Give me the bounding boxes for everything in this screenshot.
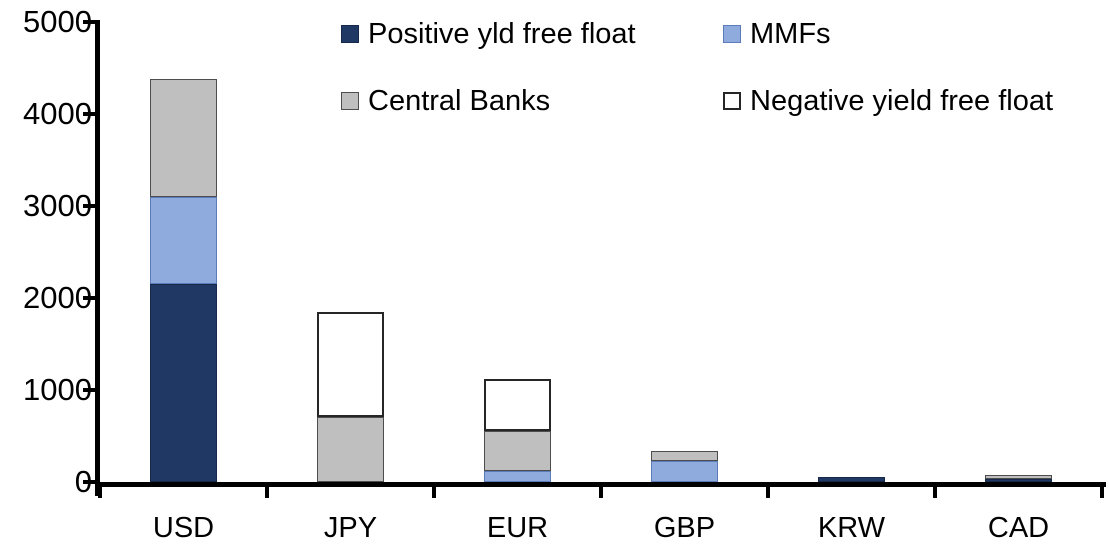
y-axis-line bbox=[95, 20, 100, 496]
bar-segment-USD-1 bbox=[150, 196, 217, 285]
x-axis-category-label-JPY: JPY bbox=[323, 512, 378, 544]
x-axis-tick bbox=[1100, 482, 1104, 498]
bar-segment-EUR-2 bbox=[484, 431, 551, 471]
x-axis-tick bbox=[933, 482, 937, 498]
bar-segment-EUR-1 bbox=[484, 470, 551, 482]
bar-segment-GBP-2 bbox=[651, 450, 718, 461]
legend-swatch-positive-icon bbox=[341, 25, 359, 43]
bar-segment-JPY-2 bbox=[317, 416, 384, 482]
bar-segment-USD-2 bbox=[150, 79, 217, 197]
legend-swatch-central-banks-icon bbox=[341, 92, 359, 110]
bar-segment-CAD-0 bbox=[985, 479, 1052, 482]
x-axis-category-label-KRW: KRW bbox=[817, 512, 886, 544]
y-axis-tick bbox=[83, 112, 100, 116]
legend-swatch-negative-icon bbox=[723, 92, 741, 110]
bar-segment-GBP-1 bbox=[651, 460, 718, 482]
bar-segment-CAD-2 bbox=[985, 474, 1052, 480]
bar-segment-JPY-3 bbox=[317, 311, 384, 417]
bar-segment-EUR-3 bbox=[484, 378, 551, 432]
x-axis-category-label-EUR: EUR bbox=[486, 512, 549, 544]
x-axis-tick bbox=[766, 482, 770, 498]
y-axis-tick-label: 1000 bbox=[23, 372, 92, 407]
legend-item-negative-yield-free-float: Negative yield free float bbox=[723, 84, 1053, 118]
y-axis-tick-label: 5000 bbox=[23, 4, 92, 39]
x-axis-category-label-GBP: GBP bbox=[653, 512, 716, 544]
y-axis-tick bbox=[83, 204, 100, 208]
y-axis-tick bbox=[83, 388, 100, 392]
y-axis-tick bbox=[83, 296, 100, 300]
legend-label-central-banks: Central Banks bbox=[368, 84, 551, 117]
x-axis-category-label-CAD: CAD bbox=[987, 512, 1050, 544]
y-axis-tick-label: 4000 bbox=[23, 96, 92, 131]
y-axis-tick-label: 2000 bbox=[23, 280, 92, 315]
legend-label-negative: Negative yield free float bbox=[750, 84, 1054, 117]
legend-item-mmfs: MMFs bbox=[723, 17, 831, 51]
bar-segment-USD-0 bbox=[150, 284, 217, 482]
y-axis-tick-label: 3000 bbox=[23, 188, 92, 223]
legend-swatch-mmfs-icon bbox=[723, 25, 741, 43]
legend-item-central-banks: Central Banks bbox=[341, 84, 550, 118]
y-axis-tick-label: 0 bbox=[74, 464, 92, 499]
legend-label-mmfs: MMFs bbox=[750, 17, 831, 50]
y-axis-tick bbox=[83, 480, 100, 484]
y-axis-tick bbox=[83, 20, 100, 24]
bar-segment-KRW-0 bbox=[818, 476, 885, 482]
x-axis-tick bbox=[599, 482, 603, 498]
x-axis-tick bbox=[432, 482, 436, 498]
x-axis-tick bbox=[265, 482, 269, 498]
legend-label-positive: Positive yld free float bbox=[368, 17, 636, 50]
x-axis-category-label-USD: USD bbox=[152, 512, 215, 544]
legend-item-positive-yld-free-float: Positive yld free float bbox=[341, 17, 636, 51]
x-axis-tick bbox=[98, 482, 102, 498]
